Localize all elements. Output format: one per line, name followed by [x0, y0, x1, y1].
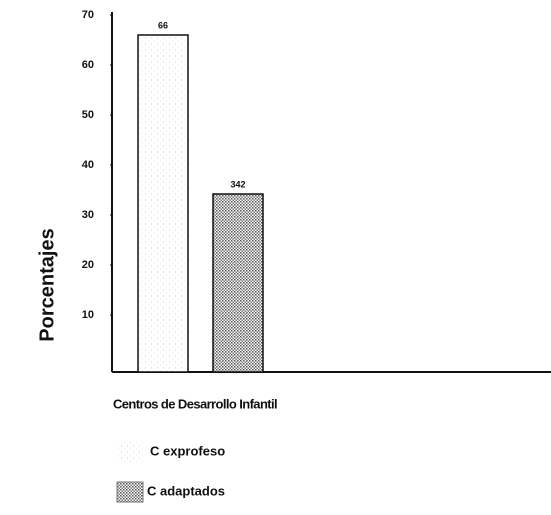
legend-swatch [116, 481, 144, 503]
legend-swatch [117, 442, 143, 462]
x-tick-label: Centros de Desarrollo Infantil [113, 396, 277, 411]
y-tick-label: 50 [82, 109, 94, 121]
bar [212, 193, 264, 373]
legend-label: C adaptados [147, 483, 225, 498]
y-tick-label: 20 [82, 259, 94, 271]
y-tick-label: 30 [82, 209, 94, 221]
value-label: 66 [158, 20, 168, 30]
y-tick-label: 40 [82, 159, 94, 171]
legend-label: C exprofeso [150, 443, 225, 458]
y-axis-label: Porcentajes [36, 228, 58, 341]
bar [137, 34, 189, 373]
value-label: 342 [230, 179, 245, 189]
y-tick-label: 60 [82, 59, 94, 71]
y-tick-label: 10 [82, 309, 94, 321]
y-tick-label: 70 [82, 9, 94, 21]
